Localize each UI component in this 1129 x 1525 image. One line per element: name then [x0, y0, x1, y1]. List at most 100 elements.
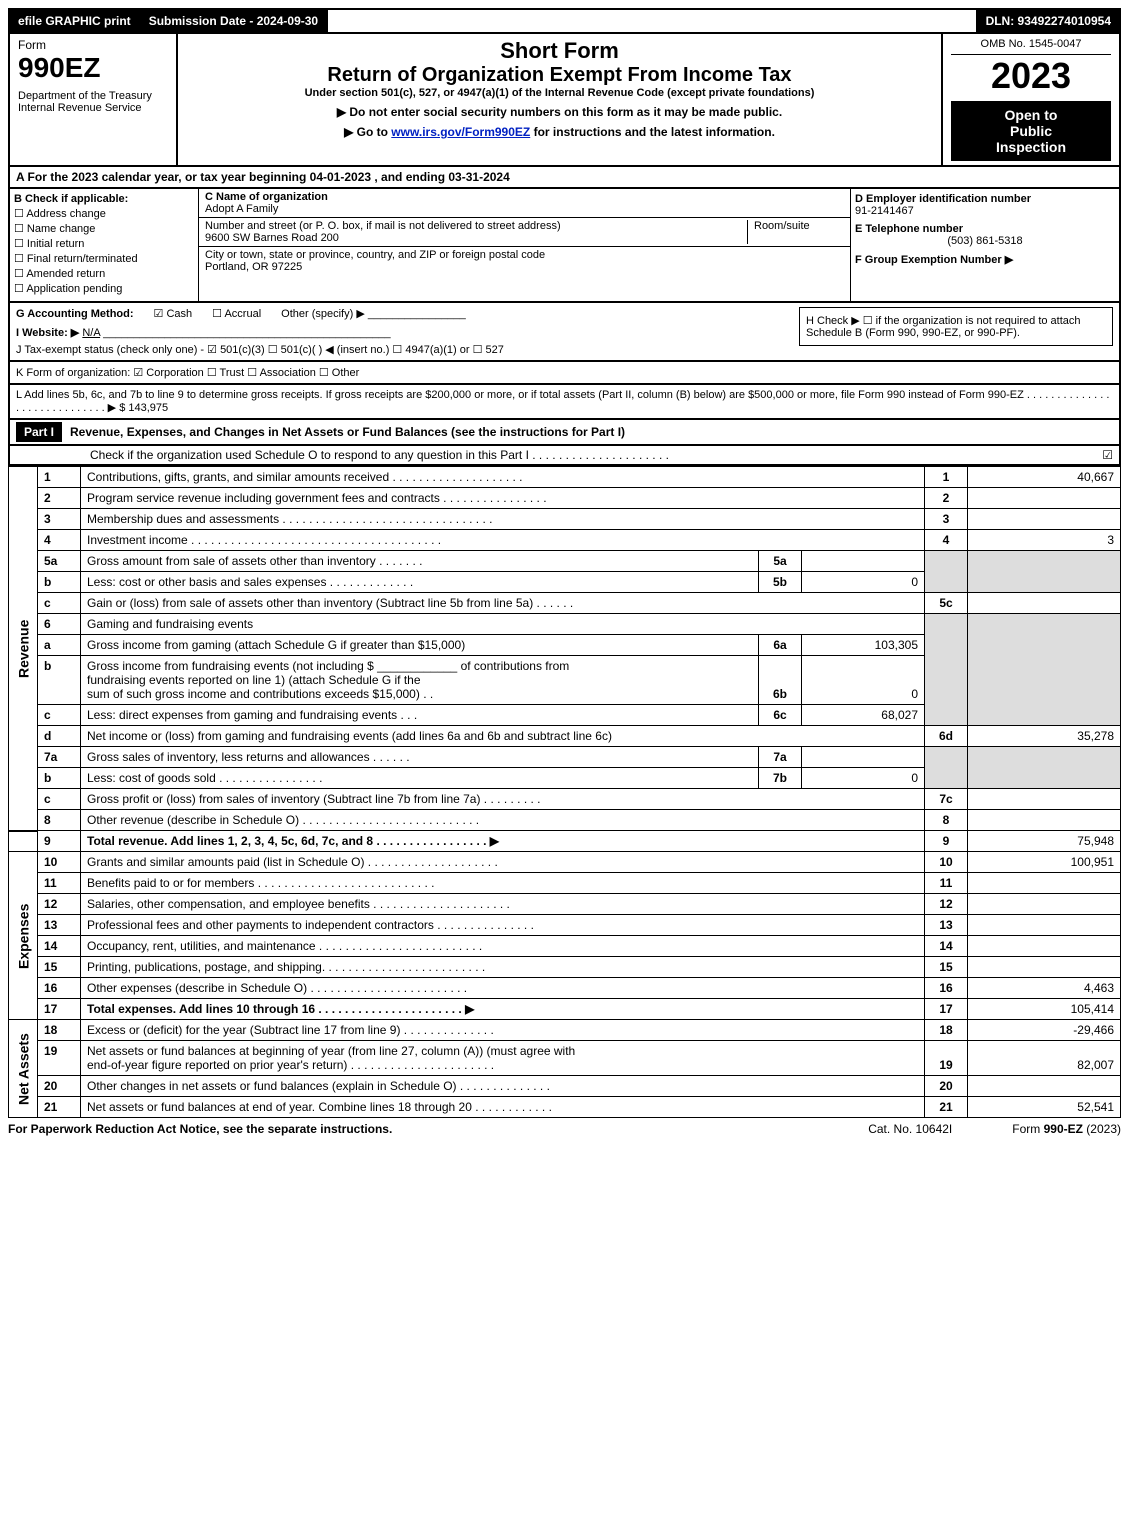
- l8-n: 8: [38, 810, 81, 831]
- submission-date: Submission Date - 2024-09-30: [141, 10, 328, 32]
- d-label: D Employer identification number: [855, 193, 1031, 205]
- l5a-box: 5a: [759, 551, 802, 572]
- l19-amt: 82,007: [968, 1041, 1121, 1076]
- org-street: 9600 SW Barnes Road 200: [205, 232, 339, 244]
- section-c: C Name of organization Adopt A Family Nu…: [199, 189, 851, 301]
- c-street-label: Number and street (or P. O. box, if mail…: [205, 220, 561, 232]
- section-a: A For the 2023 calendar year, or tax yea…: [8, 167, 1121, 189]
- l7a-n: 7a: [38, 747, 81, 768]
- l1-rn: 1: [925, 467, 968, 488]
- l6c-box: 6c: [759, 705, 802, 726]
- revenue-side-label: Revenue: [9, 467, 38, 831]
- l17-n: 17: [38, 999, 81, 1020]
- l7c-t: Gross profit or (loss) from sales of inv…: [81, 789, 925, 810]
- l7c-rn: 7c: [925, 789, 968, 810]
- tax-year: 2023: [951, 55, 1111, 97]
- instruct-2: ▶ Go to www.irs.gov/Form990EZ for instru…: [186, 125, 933, 139]
- cb-initial-return[interactable]: Initial return: [14, 237, 194, 250]
- l2-n: 2: [38, 488, 81, 509]
- form-id-block: Form 990EZ Department of the Treasury In…: [10, 34, 178, 165]
- irs-link[interactable]: www.irs.gov/Form990EZ: [391, 125, 530, 139]
- section-l: L Add lines 5b, 6c, and 7b to line 9 to …: [8, 385, 1121, 420]
- efile-label: efile GRAPHIC print: [10, 10, 141, 32]
- l20-amt: [968, 1076, 1121, 1097]
- form-header: Form 990EZ Department of the Treasury In…: [8, 34, 1121, 167]
- dept-line-1: Department of the Treasury: [18, 90, 168, 102]
- l6b-sub: 0: [802, 656, 925, 705]
- l15-amt: [968, 957, 1121, 978]
- l5c-rn: 5c: [925, 593, 968, 614]
- l9-t: Total revenue. Add lines 1, 2, 3, 4, 5c,…: [81, 831, 925, 852]
- l3-t: Membership dues and assessments . . . . …: [81, 509, 925, 530]
- cb-final-return[interactable]: Final return/terminated: [14, 252, 194, 265]
- g-cash[interactable]: ☑ Cash: [154, 307, 193, 320]
- part-i-checkbox[interactable]: ☑: [1102, 448, 1113, 462]
- cb-address-change[interactable]: Address change: [14, 207, 194, 220]
- l6a-n: a: [38, 635, 81, 656]
- part-i-check: Check if the organization used Schedule …: [8, 446, 1121, 466]
- l11-t: Benefits paid to or for members . . . . …: [81, 873, 925, 894]
- lines-table: Revenue 1 Contributions, gifts, grants, …: [8, 466, 1121, 1118]
- l19-n: 19: [38, 1041, 81, 1076]
- l2-amt: [968, 488, 1121, 509]
- form-number: 990EZ: [18, 52, 168, 84]
- cb-name-change[interactable]: Name change: [14, 222, 194, 235]
- l6d-amt: 35,278: [968, 726, 1121, 747]
- l21-amt: 52,541: [968, 1097, 1121, 1118]
- l16-t: Other expenses (describe in Schedule O) …: [81, 978, 925, 999]
- footer-right: Form 990-EZ (2023): [1012, 1122, 1121, 1136]
- l3-amt: [968, 509, 1121, 530]
- instruct-1: ▶ Do not enter social security numbers o…: [186, 105, 933, 119]
- l17-amt: 105,414: [968, 999, 1121, 1020]
- part-i-header: Part I Revenue, Expenses, and Changes in…: [8, 420, 1121, 446]
- l6c-n: c: [38, 705, 81, 726]
- l7b-t: Less: cost of goods sold . . . . . . . .…: [81, 768, 759, 789]
- l5a-sub: [802, 551, 925, 572]
- form-title-block: Short Form Return of Organization Exempt…: [178, 34, 943, 165]
- l12-t: Salaries, other compensation, and employ…: [81, 894, 925, 915]
- inspection-line-3: Inspection: [996, 139, 1066, 155]
- l5b-n: b: [38, 572, 81, 593]
- l7a-sub: [802, 747, 925, 768]
- l20-t: Other changes in net assets or fund bala…: [81, 1076, 925, 1097]
- cb-amended-return[interactable]: Amended return: [14, 267, 194, 280]
- l5c-t: Gain or (loss) from sale of assets other…: [81, 593, 925, 614]
- l10-n: 10: [38, 852, 81, 873]
- form-right-block: OMB No. 1545-0047 2023 Open to Public In…: [943, 34, 1119, 165]
- l4-n: 4: [38, 530, 81, 551]
- l5a-n: 5a: [38, 551, 81, 572]
- l7b-sub: 0: [802, 768, 925, 789]
- title-main: Return of Organization Exempt From Incom…: [186, 64, 933, 87]
- l14-n: 14: [38, 936, 81, 957]
- l14-t: Occupancy, rent, utilities, and maintena…: [81, 936, 925, 957]
- l21-n: 21: [38, 1097, 81, 1118]
- page-footer: For Paperwork Reduction Act Notice, see …: [8, 1118, 1121, 1140]
- footer-left: For Paperwork Reduction Act Notice, see …: [8, 1122, 392, 1136]
- l6a-sub: 103,305: [802, 635, 925, 656]
- l7c-n: c: [38, 789, 81, 810]
- l11-n: 11: [38, 873, 81, 894]
- footer-mid: Cat. No. 10642I: [868, 1122, 952, 1136]
- l2-t: Program service revenue including govern…: [81, 488, 925, 509]
- gross-receipts: 143,975: [128, 402, 168, 414]
- g-other[interactable]: Other (specify) ▶ ________________: [281, 307, 466, 320]
- l15-t: Printing, publications, postage, and shi…: [81, 957, 925, 978]
- telephone: (503) 861-5318: [855, 235, 1115, 247]
- cb-application-pending[interactable]: Application pending: [14, 282, 194, 295]
- l12-amt: [968, 894, 1121, 915]
- l5b-t: Less: cost or other basis and sales expe…: [81, 572, 759, 593]
- l3-n: 3: [38, 509, 81, 530]
- l8-amt: [968, 810, 1121, 831]
- l6b-box: 6b: [759, 656, 802, 705]
- l13-amt: [968, 915, 1121, 936]
- form-word: Form: [18, 38, 168, 52]
- org-city: Portland, OR 97225: [205, 261, 302, 273]
- section-b: B Check if applicable: Address change Na…: [10, 189, 199, 301]
- g-accrual[interactable]: ☐ Accrual: [212, 307, 261, 320]
- l10-t: Grants and similar amounts paid (list in…: [81, 852, 925, 873]
- org-name: Adopt A Family: [205, 203, 278, 215]
- l4-t: Investment income . . . . . . . . . . . …: [81, 530, 925, 551]
- l6-t: Gaming and fundraising events: [81, 614, 925, 635]
- netassets-side-label: Net Assets: [9, 1020, 38, 1118]
- title-short-form: Short Form: [186, 38, 933, 64]
